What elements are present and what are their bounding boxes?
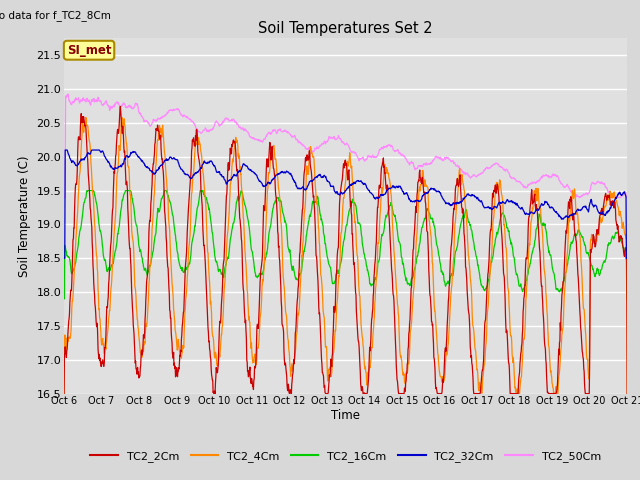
Text: No data for f_TC2_8Cm: No data for f_TC2_8Cm (0, 10, 111, 21)
Text: SI_met: SI_met (67, 44, 111, 57)
X-axis label: Time: Time (331, 409, 360, 422)
Y-axis label: Soil Temperature (C): Soil Temperature (C) (18, 155, 31, 277)
Title: Soil Temperatures Set 2: Soil Temperatures Set 2 (259, 21, 433, 36)
Legend: TC2_2Cm, TC2_4Cm, TC2_16Cm, TC2_32Cm, TC2_50Cm: TC2_2Cm, TC2_4Cm, TC2_16Cm, TC2_32Cm, TC… (86, 446, 605, 466)
